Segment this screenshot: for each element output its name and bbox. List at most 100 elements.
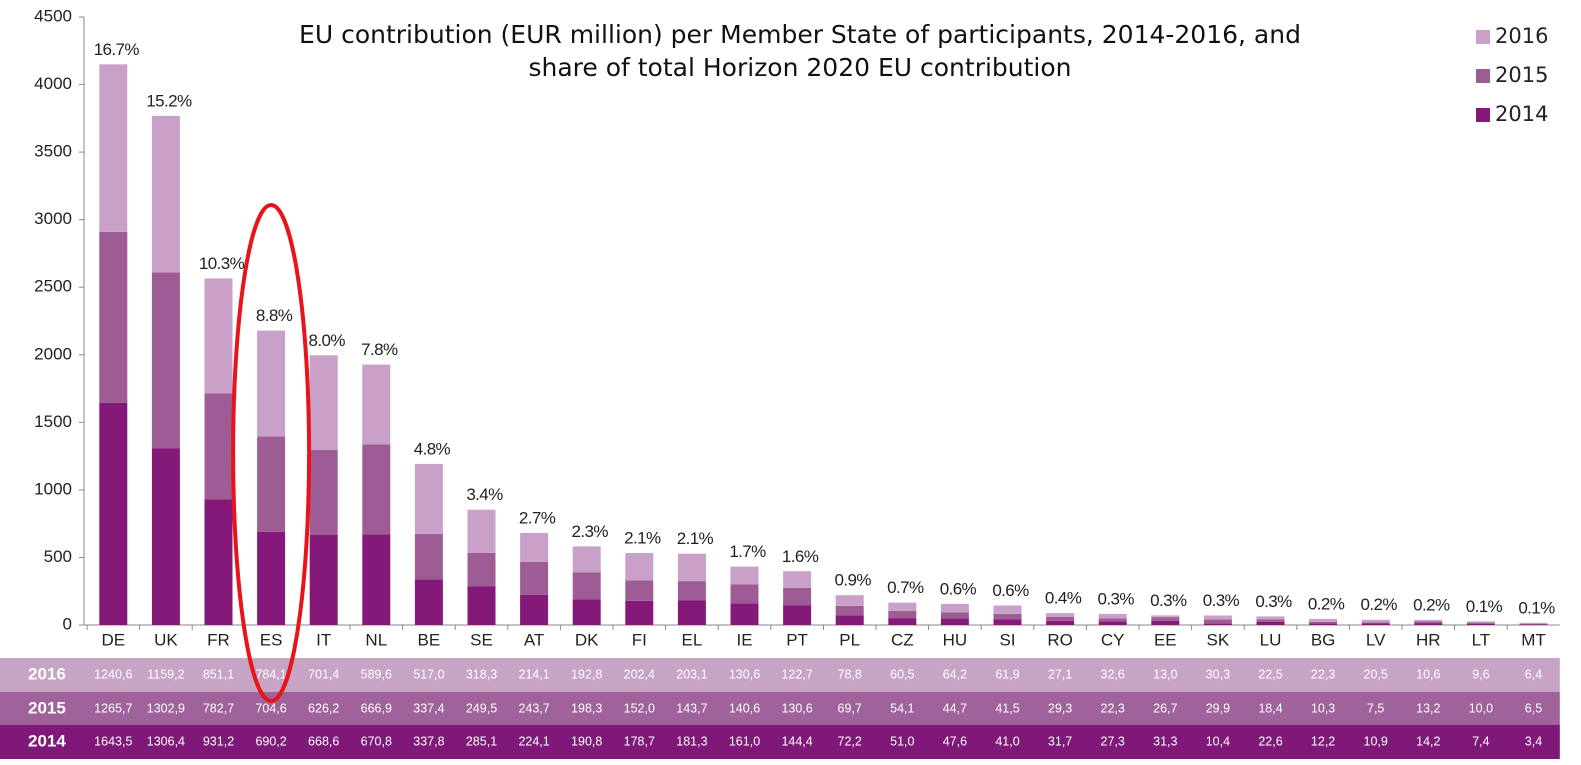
table-cell: 22,5 [1258, 667, 1282, 681]
x-tick-label: FI [632, 630, 647, 649]
y-tick-label: 3000 [34, 209, 72, 228]
bar-segment [1414, 621, 1443, 624]
table-cell: 51,0 [890, 734, 914, 748]
share-label: 7.8% [361, 340, 398, 359]
bar-segment [1256, 621, 1285, 625]
table-cell: 22,6 [1258, 734, 1282, 748]
bar-segment [151, 115, 180, 273]
share-label: 0.2% [1361, 595, 1398, 614]
table-cell: 69,7 [838, 701, 862, 715]
bar-segment [1414, 623, 1443, 625]
table-cell: 690,2 [255, 734, 286, 748]
bar-segment [940, 612, 969, 619]
table-cell: 130,6 [781, 701, 812, 715]
bar-segment [677, 600, 706, 625]
table-cell: 22,3 [1101, 701, 1125, 715]
table-cell: 214,1 [518, 667, 549, 681]
table-cell: 285,1 [466, 734, 497, 748]
share-label: 2.1% [677, 529, 714, 548]
table-cell: 54,1 [890, 701, 914, 715]
bar-segment [993, 613, 1022, 620]
x-tick-label: AT [524, 630, 544, 649]
table-cell: 249,5 [466, 701, 497, 715]
bar-segment [1519, 622, 1548, 624]
share-label: 0.2% [1308, 594, 1345, 613]
table-cell: 517,0 [413, 667, 444, 681]
x-tick-label: SE [470, 630, 493, 649]
bar-segment [783, 571, 812, 588]
x-tick-label: MT [1521, 630, 1546, 649]
table-cell: 32,6 [1101, 667, 1125, 681]
table-cell: 72,2 [838, 734, 862, 748]
table-cell: 202,4 [624, 667, 655, 681]
bar-segment [257, 531, 286, 625]
table-cell: 161,0 [729, 734, 760, 748]
table-row [0, 725, 1560, 759]
x-tick-label: DE [101, 630, 125, 649]
table-cell: 9,6 [1472, 667, 1489, 681]
legend-label: 2016 [1495, 24, 1548, 48]
table-cell: 10,0 [1469, 701, 1493, 715]
share-label: 8.8% [256, 306, 293, 325]
table-cell: 122,7 [781, 667, 812, 681]
table-row [0, 692, 1560, 726]
table-cell: 701,4 [308, 667, 339, 681]
share-label: 0.6% [940, 579, 977, 598]
table-cell: 78,8 [838, 667, 862, 681]
legend-label: 2014 [1495, 102, 1548, 126]
bar-segment [1309, 618, 1338, 622]
table-cell: 31,7 [1048, 734, 1072, 748]
table-cell: 31,3 [1153, 734, 1177, 748]
share-label: 1.7% [729, 542, 766, 561]
bar-segment [783, 587, 812, 606]
share-label: 2.3% [572, 522, 609, 541]
table-cell: 1643,5 [94, 734, 132, 748]
table-cell: 60,5 [890, 667, 914, 681]
bar-segment [1256, 619, 1285, 622]
table-cell: 337,4 [413, 701, 444, 715]
table-cell: 203,1 [676, 667, 707, 681]
x-tick-label: HR [1416, 630, 1441, 649]
table-cell: 224,1 [518, 734, 549, 748]
table-cell: 41,0 [995, 734, 1019, 748]
bar-segment [888, 602, 917, 611]
x-tick-label: LU [1260, 630, 1282, 649]
table-cell: 626,2 [308, 701, 339, 715]
table-cell: 143,7 [676, 701, 707, 715]
bar-segment [625, 552, 654, 581]
table-cell: 47,6 [943, 734, 967, 748]
bar-segment [730, 584, 759, 604]
share-label: 0.7% [887, 578, 924, 597]
table-cell: 130,6 [729, 667, 760, 681]
bar-segment [204, 278, 233, 394]
bar-segment [1519, 623, 1548, 625]
table-cell: 1159,2 [147, 667, 184, 681]
bar-segment [572, 572, 601, 600]
bar-segment [204, 499, 233, 625]
table-row-label: 2015 [28, 698, 66, 717]
table-cell: 152,0 [624, 701, 655, 715]
legend-swatch [1476, 30, 1490, 44]
bar-segment [730, 603, 759, 625]
table-cell: 178,7 [624, 734, 655, 748]
share-label: 10.3% [199, 254, 245, 273]
share-label: 0.6% [992, 581, 1029, 600]
bar-segment [1361, 623, 1390, 625]
y-tick-label: 500 [44, 547, 72, 566]
table-cell: 10,4 [1206, 734, 1230, 748]
x-tick-label: UK [154, 630, 178, 649]
table-cell: 144,4 [781, 734, 812, 748]
share-label: 0.1% [1466, 597, 1503, 616]
bar-segment [888, 618, 917, 625]
bar-segment [99, 402, 128, 625]
bar-segment [1414, 619, 1443, 622]
share-label: 2.7% [519, 508, 556, 527]
bar-segment [835, 595, 864, 606]
table-cell: 243,7 [518, 701, 549, 715]
bar-segment [730, 566, 759, 585]
bar-segment [362, 444, 391, 535]
x-tick-label: RO [1047, 630, 1073, 649]
table-cell: 27,3 [1101, 734, 1125, 748]
table-cell: 1306,4 [147, 734, 185, 748]
legend-swatch [1476, 108, 1490, 122]
